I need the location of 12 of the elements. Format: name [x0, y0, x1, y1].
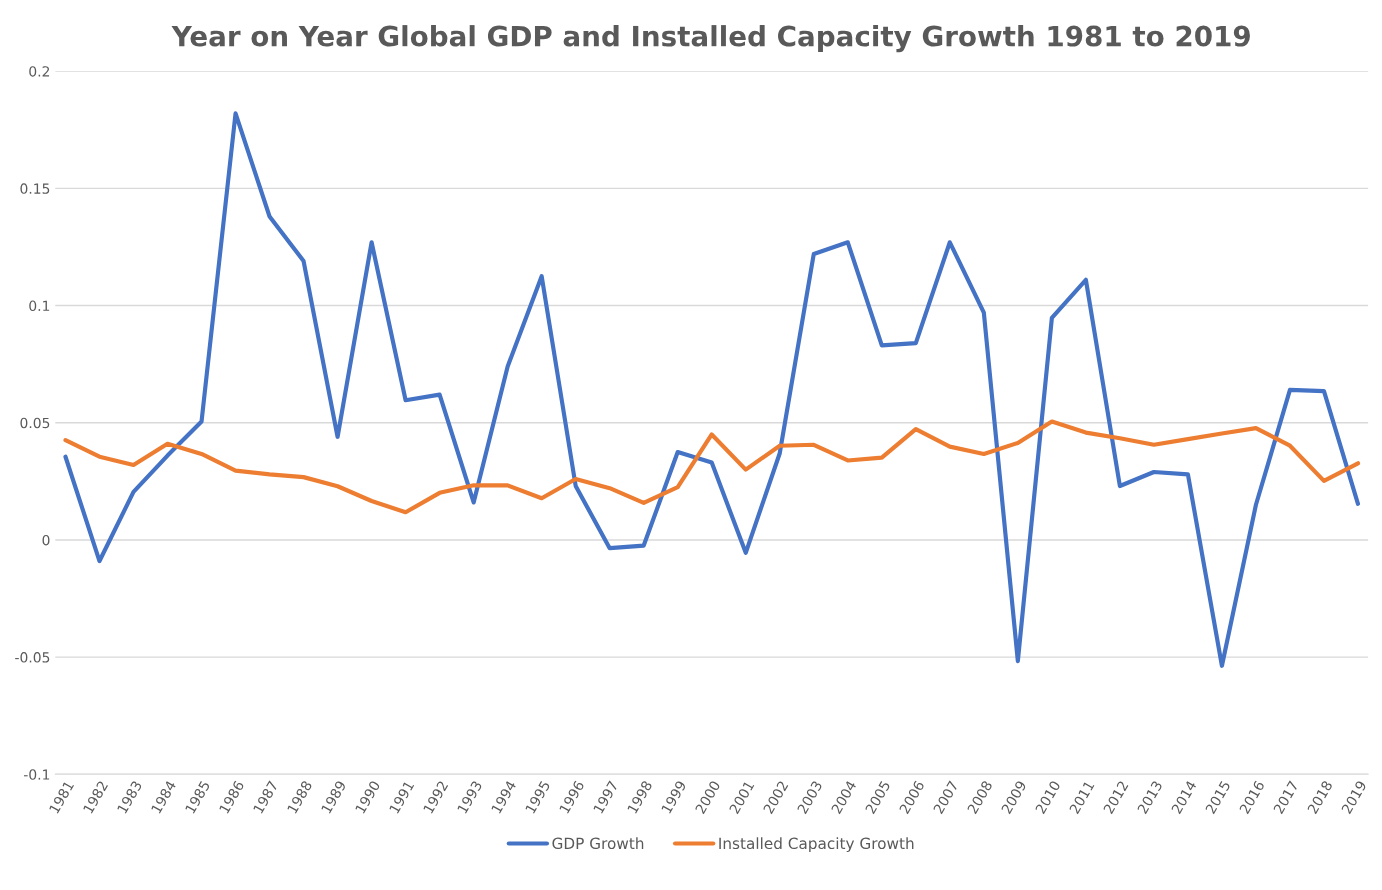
y-tick-label: 0.2: [29, 66, 50, 77]
y-tick-label: -0.05: [15, 652, 50, 663]
legend-label: Installed Capacity Growth: [719, 837, 914, 853]
y-tick-label: -0.1: [24, 769, 50, 780]
y-tick-label: 0: [42, 534, 50, 546]
y-tick-label: 0.05: [20, 417, 50, 429]
y-tick-label: 0.1: [29, 300, 50, 312]
line-series: [63, 111, 1361, 668]
line-series: [63, 419, 1361, 515]
chart-title: Year on Year Global GDP and Installed Capacity Growth 1981 to 2019: [171, 25, 1250, 53]
legend-label: GDP Growth: [552, 837, 644, 850]
y-tick-label: 0.15: [20, 183, 50, 194]
